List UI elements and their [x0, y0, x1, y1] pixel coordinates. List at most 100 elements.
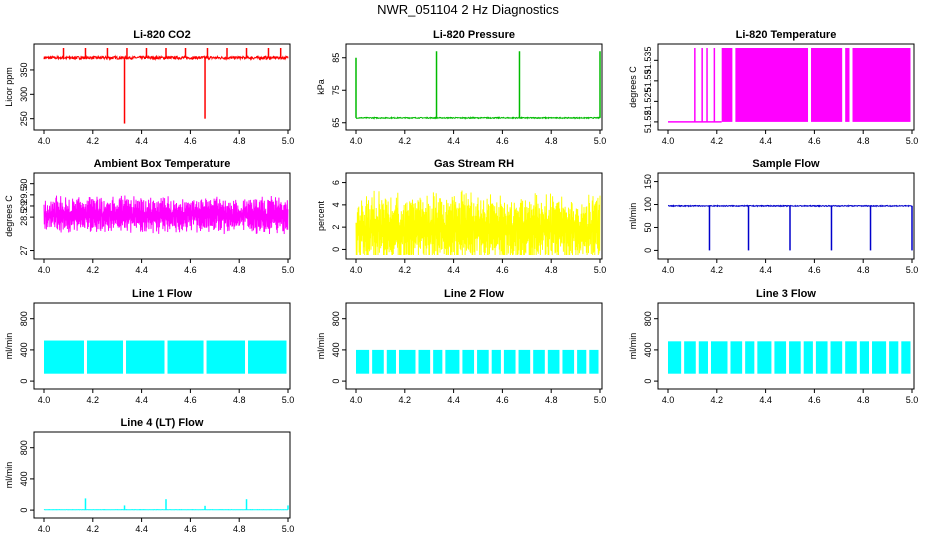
y-tick-label: 0	[643, 248, 653, 253]
x-tick-label: 4.6	[496, 136, 509, 146]
chart-title: Line 2 Flow	[444, 288, 504, 300]
x-tick-label: 4.0	[38, 395, 51, 405]
chart-title: Sample Flow	[752, 158, 820, 170]
y-tick-label: 0	[19, 379, 29, 384]
y-axis-label: ml/min	[4, 333, 14, 360]
chart-title: Li-820 Temperature	[736, 29, 837, 41]
plot-frame	[33, 431, 291, 519]
data-block	[815, 341, 828, 374]
y-tick-label: 29.5	[19, 186, 29, 204]
data-block	[462, 349, 475, 374]
data-block	[577, 349, 587, 374]
data-block	[44, 340, 84, 374]
data-block	[491, 349, 501, 374]
y-tick-label: 4	[331, 202, 341, 207]
chart-panel-3: Ambient Box Temperature degrees C 4.0 4.2 4.…	[4, 158, 294, 275]
x-tick-label: 4.2	[399, 265, 412, 275]
x-tick-label: 5.0	[906, 136, 919, 146]
x-tick-label: 5.0	[906, 265, 919, 275]
data-block	[398, 349, 416, 374]
x-tick-label: 4.0	[38, 136, 51, 146]
data-series	[355, 116, 601, 120]
x-tick-label: 4.8	[857, 395, 870, 405]
y-tick-label: 800	[643, 311, 653, 326]
x-tick-label: 4.4	[135, 265, 148, 275]
y-tick-label: 350	[19, 62, 29, 77]
y-tick-label: 51.53	[643, 70, 653, 93]
plot-frame	[657, 172, 915, 260]
x-tick-label: 5.0	[594, 395, 607, 405]
x-tick-label: 5.0	[282, 395, 295, 405]
y-tick-label: 51.525	[643, 88, 653, 116]
data-block	[872, 341, 887, 374]
x-tick-label: 4.4	[447, 265, 460, 275]
data-block	[126, 340, 165, 374]
x-tick-label: 4.8	[233, 395, 246, 405]
data-block	[372, 349, 384, 374]
y-tick-label: 28.5	[19, 208, 29, 226]
x-tick-label: 4.0	[662, 395, 675, 405]
data-block	[386, 349, 396, 374]
y-tick-label: 6	[331, 180, 341, 185]
x-tick-label: 4.0	[38, 524, 51, 534]
chart-title: Line 4 (LT) Flow	[121, 417, 204, 429]
data-block	[730, 341, 743, 374]
chart-panel-4: Gas Stream RH percent 4.0 4.2 4.4 4.6 4.8 5.0 0 2…	[316, 158, 606, 275]
y-tick-label: 2	[331, 225, 341, 230]
y-tick-label: 400	[19, 471, 29, 486]
x-tick-label: 5.0	[282, 136, 295, 146]
plot-frame	[33, 302, 291, 390]
x-tick-label: 4.2	[711, 265, 724, 275]
chart-panel-2: Li-820 Temperature degrees C 4.0 4.2 4.4 4.6 4…	[628, 29, 918, 146]
data-block	[698, 341, 708, 374]
plot-frame	[657, 302, 915, 390]
x-tick-label: 4.6	[808, 265, 821, 275]
y-tick-label: 800	[19, 440, 29, 455]
chart-panel-0: Li-820 CO2 Licor ppm 4.0 4.2 4.4 4.6 4.8 5.0 250…	[4, 29, 294, 146]
x-tick-label: 4.0	[662, 265, 675, 275]
data-block	[562, 349, 575, 374]
data-block	[668, 341, 682, 374]
y-tick-label: 30	[19, 179, 29, 189]
data-series	[667, 204, 913, 208]
y-tick-label: 0	[19, 508, 29, 513]
data-block	[889, 341, 899, 374]
chart-panel-6: Line 1 Flow ml/min 4.0 4.2 4.4 4.6 4.8 5.0 0 400 8…	[4, 288, 294, 405]
y-axis-label: percent	[316, 200, 326, 231]
x-tick-label: 4.6	[184, 524, 197, 534]
x-tick-label: 4.2	[87, 265, 100, 275]
plot-frame	[33, 172, 291, 260]
x-tick-label: 4.4	[135, 395, 148, 405]
data-block	[710, 341, 728, 374]
data-block	[518, 349, 531, 374]
x-tick-label: 4.6	[184, 136, 197, 146]
x-tick-label: 4.8	[233, 524, 246, 534]
data-block	[503, 349, 516, 374]
data-block	[721, 48, 733, 122]
chart-title: Line 1 Flow	[132, 288, 192, 300]
x-tick-label: 4.2	[87, 524, 100, 534]
y-axis-label: kPa	[316, 79, 326, 95]
x-tick-label: 4.0	[350, 136, 363, 146]
x-tick-label: 4.6	[808, 136, 821, 146]
data-block	[167, 340, 204, 374]
chart-panel-1: Li-820 Pressure kPa 4.0 4.2 4.4 4.6 4.8 5.0 65 75…	[316, 29, 606, 146]
chart-panel-8: Line 3 Flow ml/min 4.0 4.2 4.4 4.6 4.8 5.0 0 400 8…	[628, 288, 918, 405]
x-tick-label: 4.8	[545, 136, 558, 146]
data-block	[789, 341, 801, 374]
data-block	[445, 349, 460, 374]
plot-frame	[33, 43, 291, 131]
y-tick-label: 65	[331, 118, 341, 128]
x-tick-label: 4.4	[447, 136, 460, 146]
y-tick-label: 85	[331, 53, 341, 63]
y-tick-label: 400	[331, 342, 341, 357]
data-block	[206, 340, 246, 374]
data-block	[433, 349, 443, 374]
data-block	[418, 349, 431, 374]
y-tick-label: 800	[19, 311, 29, 326]
y-axis-label: ml/min	[628, 203, 638, 230]
x-tick-label: 4.6	[184, 395, 197, 405]
y-tick-label: 250	[19, 111, 29, 126]
data-block	[533, 349, 545, 374]
y-tick-label: 29	[19, 201, 29, 211]
